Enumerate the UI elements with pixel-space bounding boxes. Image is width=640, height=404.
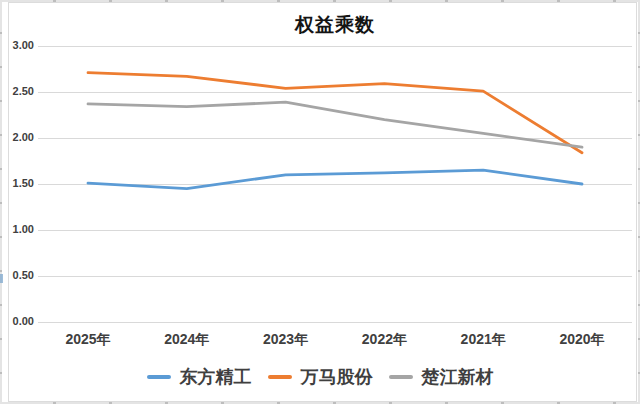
- y-axis-tick-label: 2.00: [0, 131, 34, 143]
- x-axis-tick-label: 2022年: [335, 331, 433, 349]
- legend-line-marker: [147, 375, 171, 379]
- x-axis-tick-label: 2024年: [138, 331, 236, 349]
- legend-label: 楚江新材: [422, 365, 494, 389]
- legend-line-marker: [389, 375, 413, 379]
- y-axis-tick-label: 2.50: [0, 85, 34, 97]
- series-line-1: [88, 73, 582, 153]
- series-line-0: [88, 170, 582, 188]
- legend: 东方精工 万马股份 楚江新材: [0, 363, 640, 391]
- y-axis-tick-label: 0.50: [0, 269, 34, 281]
- legend-label: 东方精工: [180, 365, 252, 389]
- legend-label: 万马股份: [301, 365, 373, 389]
- y-axis-tick-label: 1.00: [0, 223, 34, 235]
- x-axis-tick-label: 2020年: [533, 331, 631, 349]
- y-axis-tick-label: 1.50: [0, 177, 34, 189]
- x-axis-tick-label: 2021年: [434, 331, 532, 349]
- legend-item: 万马股份: [268, 365, 373, 389]
- x-axis-tick-label: 2023年: [237, 331, 335, 349]
- legend-line-marker: [268, 375, 292, 379]
- legend-item: 东方精工: [147, 365, 252, 389]
- equity-multiplier-line-chart: 权益乘数 0.000.501.001.502.002.503.00 2025年2…: [0, 0, 640, 404]
- legend-item: 楚江新材: [389, 365, 494, 389]
- x-axis-tick-label: 2025年: [39, 331, 137, 349]
- series-line-2: [88, 102, 582, 147]
- y-axis-tick-label: 0.00: [0, 315, 34, 327]
- y-axis-tick-label: 3.00: [0, 39, 34, 51]
